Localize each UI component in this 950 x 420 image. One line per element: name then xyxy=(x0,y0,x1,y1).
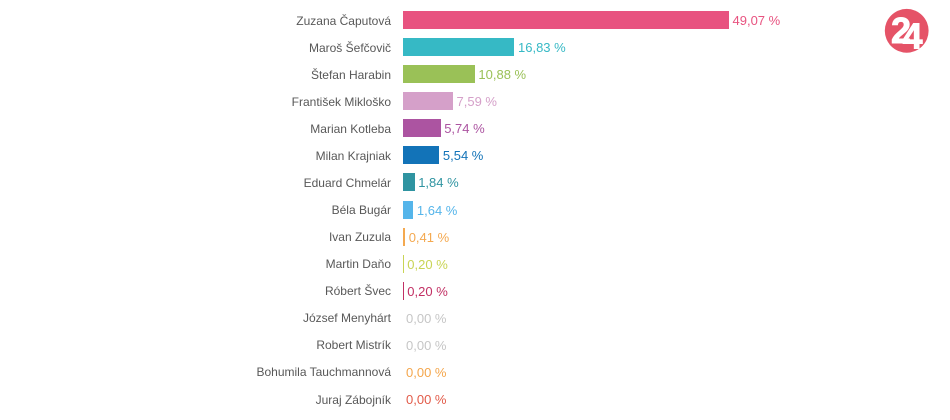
svg-text:4: 4 xyxy=(903,15,923,56)
svg-text:2: 2 xyxy=(891,10,911,51)
